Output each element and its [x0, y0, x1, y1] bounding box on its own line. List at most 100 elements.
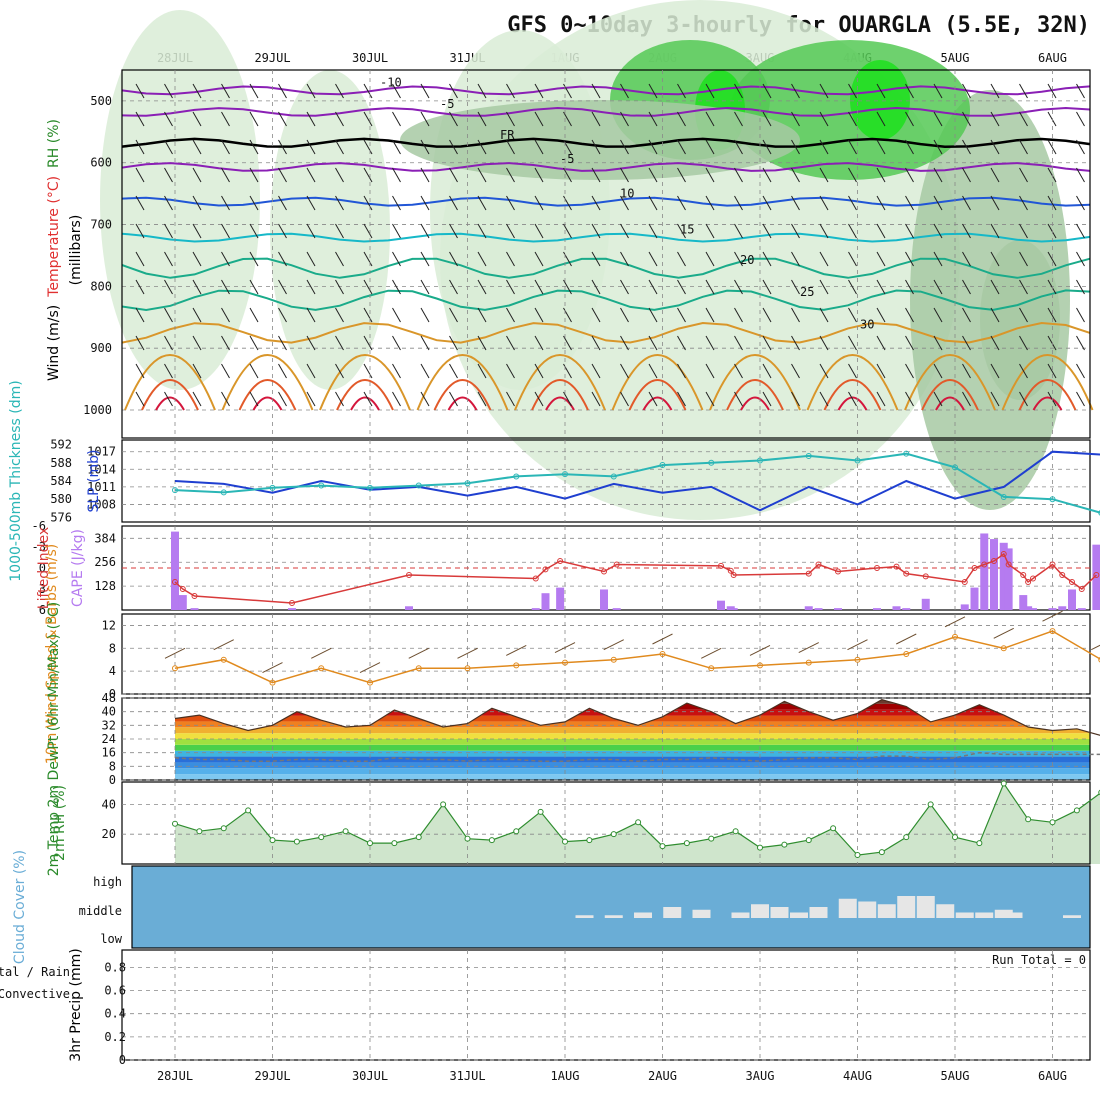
isotherm-bubble [837, 396, 868, 411]
date-axis-bottom: 28JUL 29JUL 30JUL 31JUL 1AUG 2AUG 3AUG 4AUG 5AUG… [157, 1069, 1067, 1083]
wind-barb [563, 391, 572, 407]
wind-barb [192, 251, 202, 267]
rh-shading [100, 10, 260, 390]
li-point [1020, 572, 1027, 578]
rh2m-point [245, 807, 252, 814]
cape-ylabel: CAPE (J/kg) [70, 529, 86, 607]
wind-barb [534, 223, 544, 239]
isotherm-label: 30 [860, 318, 874, 332]
wind-barb [477, 167, 487, 183]
wind-barb [990, 363, 1000, 379]
wind-barb [249, 335, 259, 351]
wind-barb [477, 279, 487, 295]
wind-barb [306, 391, 316, 407]
rh2m-point [537, 808, 544, 815]
wind-barb [591, 307, 601, 323]
wind-barb [962, 251, 971, 267]
cloud-bar [751, 904, 769, 918]
wind-barb [990, 195, 1000, 211]
wind-barb [278, 139, 287, 155]
isotherm-bubble [350, 396, 380, 411]
wind-barb [278, 83, 287, 99]
wind-barb [1047, 251, 1057, 267]
wind-barb [563, 223, 572, 239]
wind-barb [933, 83, 943, 99]
cloud-bar [663, 907, 682, 918]
wind-barb [620, 167, 629, 183]
wind-barb [420, 111, 430, 127]
wind-speed-point [415, 665, 422, 672]
rh-shading [400, 100, 800, 180]
wind-barb [848, 251, 857, 267]
wind-barb [306, 83, 316, 99]
wind-barb [962, 279, 971, 295]
isotherm-label: FR [500, 128, 515, 142]
cape-bar [1048, 608, 1057, 610]
isotherm-bubble [252, 396, 283, 411]
temp-band [175, 762, 1090, 769]
wind-barb [648, 307, 658, 323]
temp-tick: 40 [102, 705, 116, 719]
wind-barb [221, 335, 230, 351]
wind-barb [648, 251, 658, 267]
date-label-bottom: 29JUL [254, 1069, 290, 1083]
isotherm-line [121, 137, 1091, 148]
wind-barb [477, 111, 487, 127]
wind-barb [933, 139, 943, 155]
wind-barb [848, 363, 857, 379]
li-point [893, 563, 900, 570]
wind-speed-point [854, 656, 861, 663]
panel-frame [131, 865, 1091, 949]
wind-barb [819, 307, 829, 323]
wind-barb [876, 195, 886, 211]
cape-bar [960, 604, 969, 610]
wind-barb [278, 223, 287, 239]
thickness-tick: 592 [50, 438, 72, 452]
wind-barb [705, 391, 715, 407]
wind-barb [1019, 139, 1028, 155]
wind-barb [762, 111, 772, 127]
wind-barb [306, 139, 316, 155]
wind-speed-point [610, 656, 617, 663]
thickness-point [415, 482, 422, 489]
wind-barb [563, 111, 572, 127]
li-point [835, 568, 841, 575]
temp-tick: 8 [109, 759, 116, 773]
wind-barb [449, 363, 458, 379]
wind-barb [477, 139, 487, 155]
wind-barb [506, 363, 515, 379]
wind-barb [192, 111, 202, 127]
li-point [815, 561, 822, 568]
cloud-level-label: high [93, 875, 122, 889]
cloud-bar [897, 896, 916, 918]
li-point [874, 565, 880, 571]
wind-barb [1019, 279, 1028, 295]
wind-barb [1019, 195, 1028, 211]
wind-barb [392, 391, 401, 407]
wind-barb [933, 251, 943, 267]
thickness-point [318, 482, 325, 489]
wind-barb [363, 167, 373, 183]
wind-barb [192, 363, 202, 379]
wind-barb [876, 307, 886, 323]
temp-band [175, 750, 1090, 757]
wind-barb-10m [213, 639, 234, 651]
wind-barb [1076, 335, 1085, 351]
wind-barb [221, 279, 230, 295]
wind-tick: 8 [109, 641, 116, 655]
pressure-tick-label: 800 [90, 279, 112, 293]
wind-barb [876, 363, 886, 379]
rh2m-point [562, 838, 568, 845]
wind-barb-10m [993, 627, 1014, 639]
li-point [1025, 579, 1032, 585]
wind-barb [506, 139, 515, 155]
wind-barb [990, 167, 1000, 183]
wind-barb [876, 279, 886, 295]
cape-bar [814, 608, 823, 610]
isotherm-bubble [221, 354, 314, 411]
wind-barb [306, 195, 316, 211]
wind-barb [1076, 279, 1085, 295]
thickness-point [464, 480, 471, 487]
temp-band [175, 721, 1090, 728]
wind-barb [392, 335, 401, 351]
